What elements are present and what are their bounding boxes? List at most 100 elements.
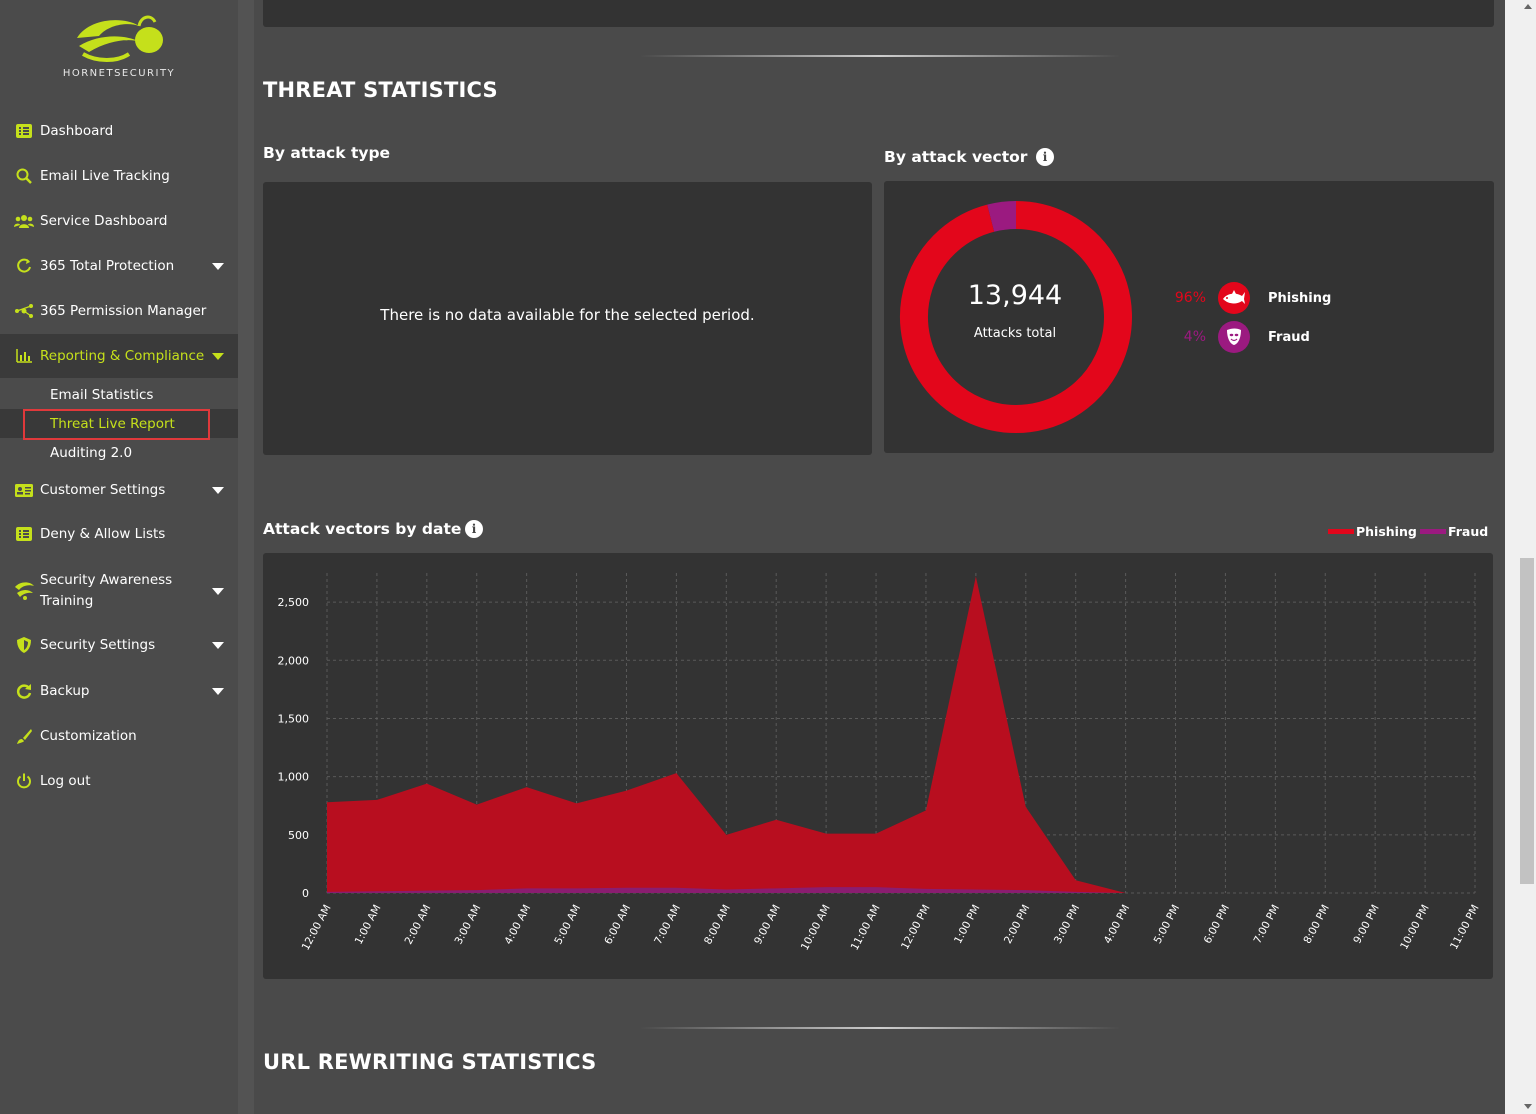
attack-vectors-area-chart: 0 500 1,000 1,500 2,000 2,500 12:00 AM 1:00 AM 2… (278, 573, 1482, 953)
highlight-box (23, 409, 210, 440)
hornet-logo-icon (77, 15, 163, 62)
sidebar-item-email-live-tracking[interactable]: Email Live Tracking (0, 154, 238, 198)
attacks-total-label: Attacks total (973, 326, 1057, 341)
x-tick-label: 10:00 PM (1398, 903, 1432, 952)
scrollbar-thumb[interactable] (1520, 558, 1534, 884)
x-tick-label: 9:00 PM (1351, 903, 1381, 946)
x-tick-label: 11:00 AM (849, 903, 883, 953)
power-icon (14, 771, 34, 791)
timeline-panel (263, 553, 1493, 979)
x-tick-label: 6:00 AM (602, 903, 633, 947)
sidebar-item-label: Service Dashboard (40, 213, 168, 229)
sidebar-item-service-dashboard[interactable]: Service Dashboard (0, 199, 238, 243)
sidebar-item-security-settings[interactable]: Security Settings (0, 623, 238, 667)
no-data-message: There is no data available for the selec… (380, 306, 755, 324)
x-tick-label: 9:00 AM (752, 903, 783, 947)
vector-row-phishing: 96% Phishing (1166, 282, 1331, 314)
list-icon (14, 121, 34, 141)
legend-label: Fraud (1448, 524, 1489, 539)
x-tick-label: 2:00 PM (1002, 903, 1032, 946)
vector-pct: 96% (1174, 290, 1206, 306)
bar-chart-icon (14, 346, 34, 366)
sidebar-item-label: Customization (40, 728, 137, 744)
sidebar-item-label: Reporting & Compliance (40, 348, 205, 364)
x-tick-label: 8:00 AM (702, 903, 733, 947)
sidebar: HORNETSECURITY Dashboard Email Live Trac… (0, 0, 238, 1114)
x-tick-label: 12:00 PM (899, 903, 933, 952)
x-tick-label: 3:00 AM (453, 903, 484, 947)
sidebar-item-label: 365 Total Protection (40, 258, 175, 274)
sidebar-item-log-out[interactable]: Log out (0, 759, 238, 803)
sidebar-item-365-permission-manager[interactable]: 365 Permission Manager (0, 289, 238, 333)
legend-phishing[interactable]: Phishing (1328, 524, 1417, 539)
y-tick-label: 1,000 (278, 771, 310, 784)
sidebar-subitem-label: Threat Live Report (50, 415, 175, 432)
chevron-down-icon[interactable] (212, 487, 224, 494)
magnifier-icon (14, 166, 34, 186)
mask-icon (1218, 321, 1250, 353)
sidebar-item-security-awareness-training[interactable]: Security Awareness Training (0, 563, 238, 619)
scroll-up-icon[interactable] (1524, 4, 1532, 9)
chevron-down-icon[interactable] (212, 353, 224, 360)
divider (640, 55, 1120, 57)
attack-vector-donut (900, 201, 1132, 433)
subtitle-attack-vectors-by-date: Attack vectors by date (263, 520, 462, 538)
legend-label: Phishing (1356, 524, 1417, 539)
x-tick-label: 1:00 AM (353, 903, 384, 947)
x-tick-label: 6:00 PM (1202, 903, 1232, 946)
brush-icon (14, 726, 34, 746)
x-tick-label: 11:00 PM (1448, 903, 1482, 952)
legend-fraud[interactable]: Fraud (1420, 524, 1488, 539)
sidebar-item-backup[interactable]: Backup (0, 669, 238, 713)
list-icon (14, 524, 34, 544)
sidebar-item-label: 365 Permission Manager (40, 303, 207, 319)
attacks-total-value: 13,944 (967, 280, 1063, 311)
id-card-icon (14, 480, 34, 500)
refresh-icon (14, 681, 34, 701)
donut-slice-phishing (900, 201, 1132, 433)
attack-type-panel (263, 182, 872, 455)
sidebar-item-customer-settings[interactable]: Customer Settings (0, 468, 238, 512)
chevron-down-icon[interactable] (212, 688, 224, 695)
brand-name: HORNETSECURITY (62, 68, 176, 79)
x-tick-label: 3:00 PM (1052, 903, 1082, 946)
sidebar-item-365-total-protection[interactable]: 365 Total Protection (0, 244, 238, 288)
chevron-down-icon[interactable] (212, 642, 224, 649)
hornetsecurity-logo[interactable]: HORNETSECURITY (0, 12, 238, 92)
chevron-down-icon[interactable] (212, 263, 224, 270)
info-icon[interactable]: i (465, 520, 483, 538)
x-tick-label: 5:00 AM (552, 903, 583, 947)
sidebar-item-dashboard[interactable]: Dashboard (0, 109, 238, 153)
sidebar-item-reporting-compliance[interactable]: Reporting & Compliance (0, 334, 238, 378)
sidebar-subitem-label: Email Statistics (50, 386, 154, 403)
sidebar-subitem-threat-live-report[interactable]: Threat Live Report (0, 409, 238, 438)
vector-name: Fraud (1268, 329, 1310, 345)
y-tick-label: 1,500 (278, 712, 310, 725)
scrollbar[interactable] (1505, 0, 1536, 1114)
sidebar-item-label: Email Live Tracking (40, 168, 170, 184)
sidebar-item-label: Security Awareness Training (40, 572, 173, 609)
sidebar-item-label: Customer Settings (40, 482, 166, 498)
chevron-down-icon[interactable] (212, 588, 224, 595)
sidebar-subitem-email-statistics[interactable]: Email Statistics (0, 380, 238, 409)
sidebar-item-deny-allow-lists[interactable]: Deny & Allow Lists (0, 512, 238, 556)
vector-row-fraud: 4% Fraud (1166, 321, 1310, 353)
sidebar-subitem-auditing[interactable]: Auditing 2.0 (0, 438, 238, 467)
sidebar-subitem-label: Auditing 2.0 (50, 444, 133, 461)
circle-arrow-icon (14, 256, 34, 276)
info-icon[interactable]: i (1036, 148, 1054, 166)
x-tick-label: 8:00 PM (1301, 903, 1331, 946)
series-area-phishing (327, 576, 1475, 893)
y-tick-label: 0 (302, 887, 309, 900)
sidebar-item-customization[interactable]: Customization (0, 714, 238, 758)
legend-swatch (1420, 529, 1446, 534)
vector-pct: 4% (1183, 329, 1206, 345)
x-tick-label: 5:00 PM (1152, 903, 1182, 946)
x-tick-label: 2:00 AM (403, 903, 434, 947)
x-tick-label: 10:00 AM (799, 903, 833, 953)
y-tick-label: 2,500 (278, 596, 310, 609)
sidebar-item-label: Dashboard (40, 123, 114, 139)
legend-swatch (1328, 529, 1354, 534)
x-tick-label: 7:00 AM (652, 903, 683, 947)
scroll-down-icon[interactable] (1524, 1104, 1532, 1109)
